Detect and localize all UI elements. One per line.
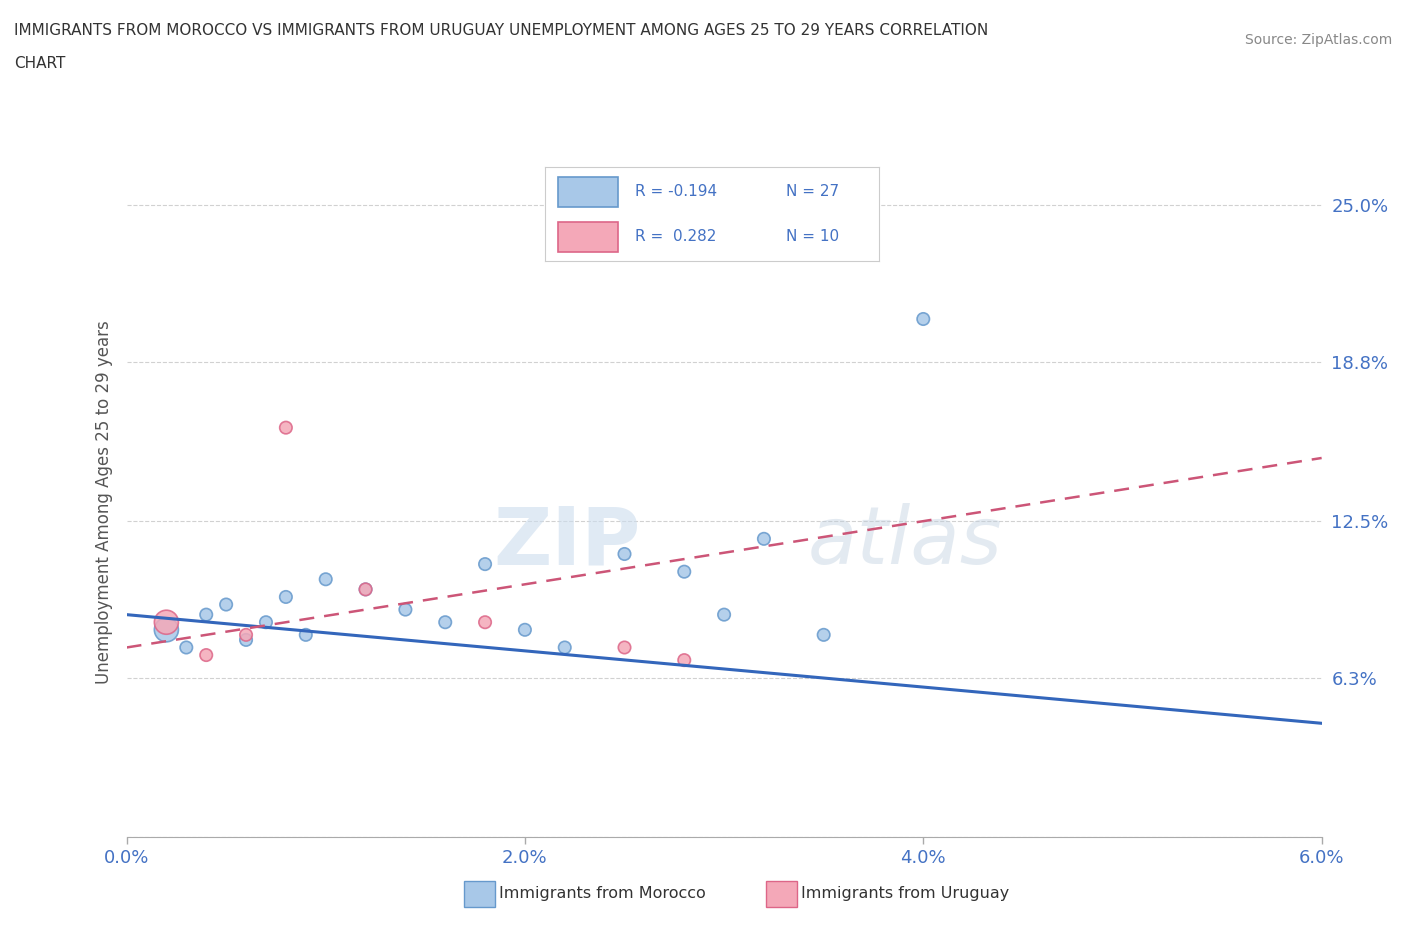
Point bbox=[474, 557, 496, 572]
Point bbox=[673, 653, 696, 668]
Point bbox=[673, 565, 696, 579]
Point bbox=[752, 531, 775, 546]
Point bbox=[713, 607, 735, 622]
Point bbox=[294, 628, 316, 643]
Point bbox=[354, 582, 377, 597]
Point bbox=[354, 582, 377, 597]
Text: ZIP: ZIP bbox=[494, 503, 640, 581]
Point bbox=[274, 420, 297, 435]
Point bbox=[254, 615, 277, 630]
Point bbox=[274, 590, 297, 604]
Point bbox=[613, 547, 636, 562]
Y-axis label: Unemployment Among Ages 25 to 29 years: Unemployment Among Ages 25 to 29 years bbox=[94, 320, 112, 684]
Point bbox=[813, 628, 835, 643]
Text: Source: ZipAtlas.com: Source: ZipAtlas.com bbox=[1244, 33, 1392, 46]
Point bbox=[394, 602, 416, 617]
Point bbox=[315, 572, 337, 587]
Point bbox=[195, 607, 218, 622]
Point bbox=[554, 640, 576, 655]
Text: atlas: atlas bbox=[807, 503, 1002, 581]
Point bbox=[235, 628, 257, 643]
Point bbox=[195, 647, 218, 662]
Text: CHART: CHART bbox=[14, 56, 66, 71]
Point bbox=[474, 615, 496, 630]
Point bbox=[215, 597, 238, 612]
Point bbox=[613, 640, 636, 655]
Point bbox=[155, 615, 177, 630]
Text: Immigrants from Uruguay: Immigrants from Uruguay bbox=[801, 886, 1010, 901]
Text: IMMIGRANTS FROM MOROCCO VS IMMIGRANTS FROM URUGUAY UNEMPLOYMENT AMONG AGES 25 TO: IMMIGRANTS FROM MOROCCO VS IMMIGRANTS FR… bbox=[14, 23, 988, 38]
Point bbox=[513, 622, 536, 637]
Point bbox=[434, 615, 457, 630]
Point bbox=[912, 312, 935, 326]
Point bbox=[155, 622, 177, 637]
Point bbox=[174, 640, 197, 655]
Text: Immigrants from Morocco: Immigrants from Morocco bbox=[499, 886, 706, 901]
Point bbox=[235, 632, 257, 647]
